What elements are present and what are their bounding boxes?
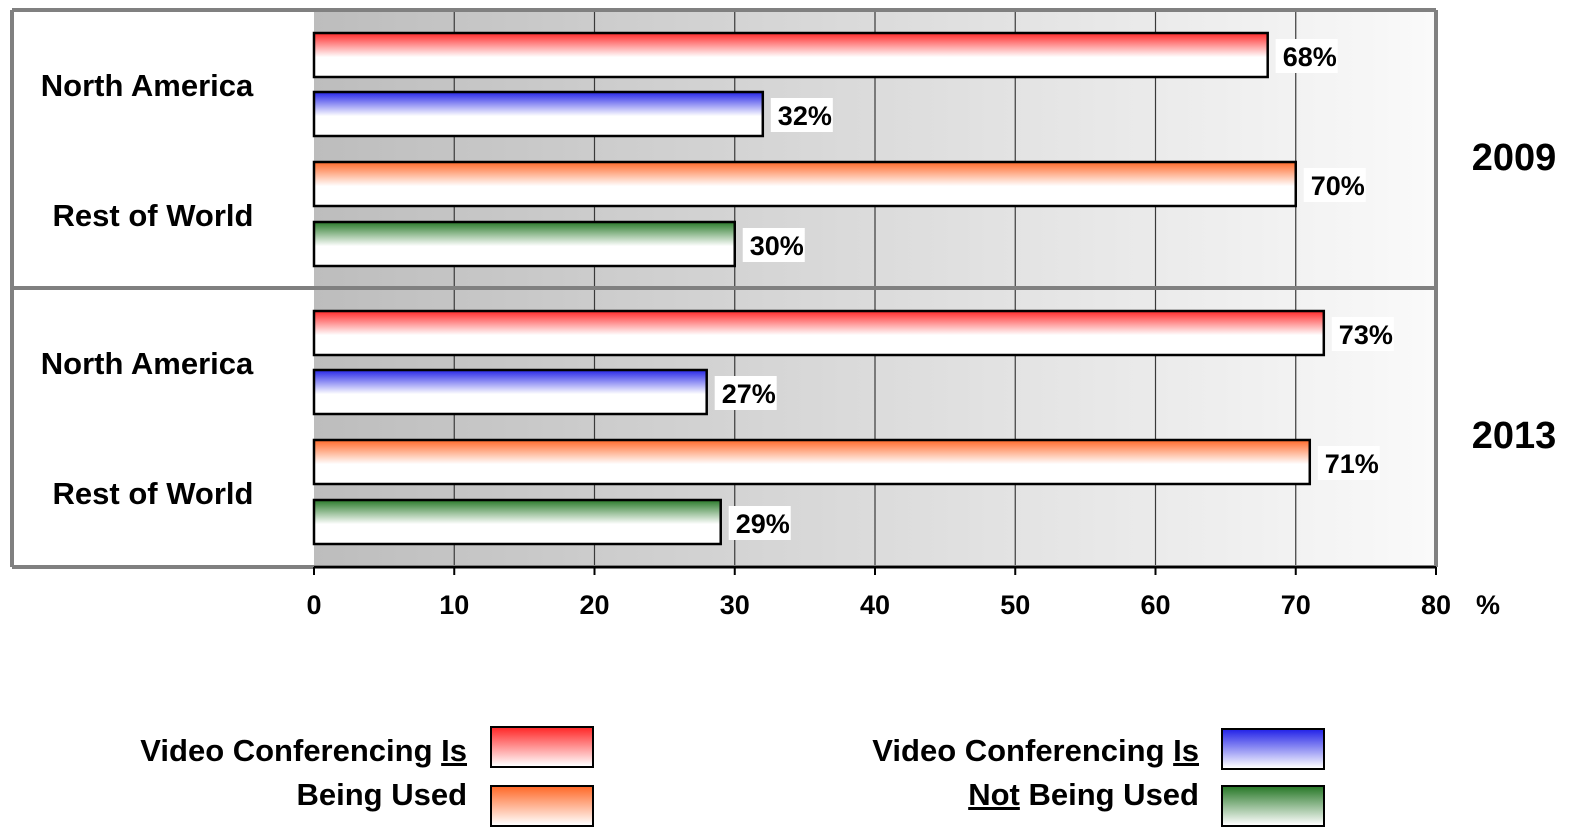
legend-swatch-not-used-na	[1221, 728, 1325, 770]
bar-not_used_na	[312, 368, 708, 416]
legend-swatch-used-na	[490, 726, 594, 768]
data-label: 30%	[750, 231, 804, 261]
x-tick-label: 10	[439, 590, 469, 620]
x-tick-label: 50	[1000, 590, 1030, 620]
bar-used_na	[312, 309, 1326, 357]
label-panel-2013	[12, 288, 314, 567]
year-label: 2009	[1472, 137, 1557, 179]
region-label: North America	[41, 346, 254, 381]
legend-used-line1-prefix: Video Conferencing	[140, 733, 442, 768]
data-label-bg	[714, 376, 777, 410]
label-panel-2009	[12, 10, 314, 288]
x-tick-label: 20	[579, 590, 609, 620]
data-label: 68%	[1283, 42, 1337, 72]
data-label: 70%	[1311, 171, 1365, 201]
bar-used_row	[312, 160, 1297, 208]
legend-not-used-line1-prefix: Video Conferencing	[872, 733, 1174, 768]
legend-used-label: Video Conferencing Is Being Used	[140, 733, 467, 813]
data-label-bg	[1275, 39, 1338, 73]
data-label: 27%	[722, 379, 776, 409]
data-label-bg	[1303, 168, 1366, 202]
x-tick-label: 0	[306, 590, 321, 620]
x-tick-label: 70	[1281, 590, 1311, 620]
legend-used-line2: Being Used	[296, 777, 467, 812]
legend-swatch-used-row	[490, 785, 594, 827]
legend-used-line1-emph: Is	[441, 733, 467, 768]
region-label: Rest of World	[53, 476, 254, 511]
data-label-bg	[1317, 446, 1380, 480]
x-tick-label: 60	[1140, 590, 1170, 620]
data-label-bg	[742, 228, 805, 262]
data-label-bg	[1331, 317, 1394, 351]
legend-not-used-line2-emph: Not	[968, 777, 1020, 812]
x-tick-label: 40	[860, 590, 890, 620]
bar-not_used_na	[312, 90, 765, 138]
x-tick-label: 80	[1421, 590, 1451, 620]
legend-not-used-line2-suffix: Being Used	[1019, 777, 1199, 812]
region-label: North America	[41, 68, 254, 103]
data-label: 29%	[736, 509, 790, 539]
x-axis-unit: %	[1476, 590, 1500, 620]
chart-labels: North America 68% 32% Rest of World 70% 30% 20…	[41, 39, 1557, 540]
legend-swatch-not-used-row	[1221, 785, 1325, 827]
data-label: 71%	[1325, 449, 1379, 479]
region-label: Rest of World	[53, 198, 254, 233]
bar-used_row	[312, 438, 1312, 486]
data-label: 32%	[778, 101, 832, 131]
legend-not-used-label: Video Conferencing Is Not Being Used	[872, 733, 1199, 813]
legend-not-used-line1-emph: Is	[1173, 733, 1199, 768]
data-label: 73%	[1339, 320, 1393, 350]
x-tick-label: 30	[720, 590, 750, 620]
bars	[312, 31, 1326, 546]
bar-not_used_row	[312, 498, 722, 546]
data-label-bg	[728, 506, 791, 540]
year-label: 2013	[1472, 415, 1557, 457]
bar-used_na	[312, 31, 1269, 79]
x-axis: 0 10 20 30 40 50 60 70 80%	[306, 566, 1500, 620]
bar-not_used_row	[312, 220, 736, 268]
data-label-bg	[770, 98, 833, 132]
